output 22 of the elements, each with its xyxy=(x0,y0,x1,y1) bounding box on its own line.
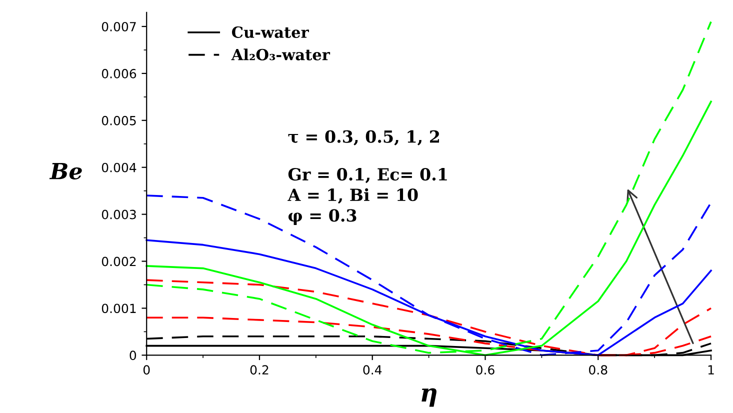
x-axis-title: η xyxy=(422,388,436,407)
x-tick-label: 0.2 xyxy=(250,365,268,375)
y-axis-title: Be xyxy=(49,162,82,180)
legend-label: Al₂O₃-water xyxy=(231,48,330,60)
y-tick-label: 0.002 xyxy=(102,256,136,266)
x-tick-label: 0.6 xyxy=(476,365,494,375)
annotation: τ = 0.3, 0.5, 1, 2 xyxy=(288,130,439,146)
annotation: φ = 0.3 xyxy=(288,209,356,225)
legend-label: Cu-water xyxy=(232,26,309,38)
x-tick-label: 0 xyxy=(143,365,150,375)
y-tick-label: 0.007 xyxy=(102,22,136,32)
y-tick-label: 0 xyxy=(130,350,136,360)
x-tick-label: 0.4 xyxy=(363,365,382,375)
y-tick-label: 0.005 xyxy=(102,116,136,126)
x-tick-label: 0.8 xyxy=(589,365,608,375)
annotation: A = 1, Bi = 10 xyxy=(288,188,418,204)
x-tick-label: 1 xyxy=(708,365,714,374)
y-tick-label: 0.003 xyxy=(102,210,136,220)
y-tick-label: 0.004 xyxy=(102,162,136,172)
y-tick-label: 0.006 xyxy=(102,68,136,78)
annotation: Gr = 0.1, Ec= 0.1 xyxy=(288,168,447,184)
y-tick-label: 0.001 xyxy=(102,304,136,314)
